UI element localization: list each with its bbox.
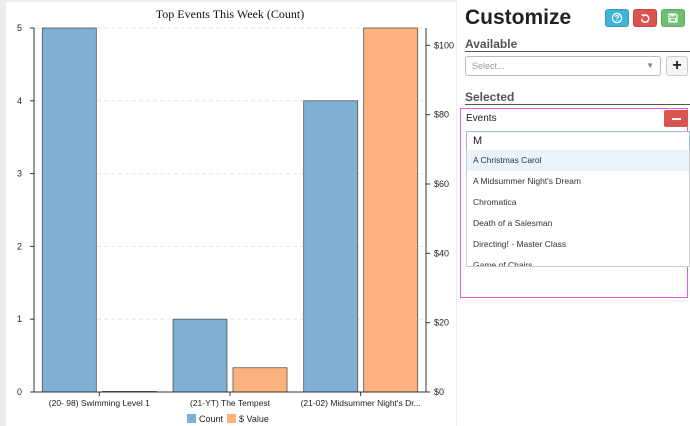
chevron-down-icon: ▼ xyxy=(646,61,654,70)
left-axis-tick-label: 5 xyxy=(17,23,22,33)
chart-panel: Top Events This Week (Count) 0 1 2 3 4 5 $0 $20… xyxy=(6,2,456,426)
x-axis-tick-label: (21-YT) The Tempest xyxy=(190,398,271,408)
bar-count[interactable] xyxy=(172,318,228,393)
add-button[interactable]: + xyxy=(666,56,688,76)
reset-button[interactable] xyxy=(633,9,657,27)
plus-icon: + xyxy=(672,57,682,74)
minus-icon xyxy=(671,117,681,120)
right-axis-tick-label: $20 xyxy=(434,318,449,328)
selected-label: Selected xyxy=(465,90,515,104)
legend-swatch xyxy=(227,414,236,423)
right-axis-tick-label: $0 xyxy=(434,387,444,397)
event-options-dropdown[interactable]: A Christmas Carol A Midsummer Night's Dre… xyxy=(466,150,690,267)
legend-label: $ Value xyxy=(239,414,269,424)
dropdown-option[interactable]: Game of Chairs xyxy=(473,260,533,267)
bar-count[interactable] xyxy=(41,27,97,393)
available-select[interactable]: Select... ▼ xyxy=(465,56,661,76)
left-axis-tick-label: 2 xyxy=(17,241,22,251)
left-axis-tick-label: 3 xyxy=(17,169,22,179)
right-axis-tick-label: $60 xyxy=(434,179,449,189)
bar-value[interactable] xyxy=(363,27,419,393)
selected-divider xyxy=(465,104,690,105)
left-axis-tick-label: 0 xyxy=(17,387,22,397)
floppy-disk-icon xyxy=(668,13,678,23)
events-label: Events xyxy=(466,113,497,124)
legend-label: Count xyxy=(199,414,224,424)
left-axis-tick-label: 1 xyxy=(17,314,22,324)
right-axis-tick-label: $40 xyxy=(434,248,449,258)
select-placeholder: Select... xyxy=(472,61,505,71)
dropdown-option[interactable]: A Midsummer Night's Dream xyxy=(473,176,581,186)
dropdown-option[interactable]: Chromatica xyxy=(473,197,517,207)
event-search-input[interactable] xyxy=(466,131,690,151)
available-label: Available xyxy=(465,37,518,51)
chart-title: Top Events This Week (Count) xyxy=(156,7,304,21)
help-button[interactable] xyxy=(605,9,629,27)
customize-panel: Customize Available Select... ▼ + Select… xyxy=(457,0,690,426)
left-axis-tick-label: 4 xyxy=(17,96,22,106)
right-axis-tick-label: $100 xyxy=(434,40,454,50)
dropdown-option[interactable]: A Christmas Carol xyxy=(467,150,689,171)
customize-title: Customize xyxy=(465,6,572,29)
legend-swatch xyxy=(187,414,196,423)
x-axis-tick-label: (20- 98) Swimming Level 1 xyxy=(49,398,150,408)
available-divider xyxy=(465,51,690,52)
save-button[interactable] xyxy=(661,9,685,27)
undo-icon xyxy=(640,14,650,23)
bar-value[interactable] xyxy=(232,367,288,393)
bar-count[interactable] xyxy=(303,100,359,393)
x-axis-tick-label: (21-02) Midsummer Night's Dr... xyxy=(301,398,421,408)
dropdown-option[interactable]: Death of a Salesman xyxy=(473,218,553,228)
question-circle-icon xyxy=(611,12,623,24)
bar-chart: Top Events This Week (Count) 0 1 2 3 4 5 $0 $20… xyxy=(17,7,454,424)
dropdown-option[interactable]: Directing! - Master Class xyxy=(473,239,567,249)
remove-events-button[interactable] xyxy=(664,110,688,127)
selected-events-group: Events A Christmas Carol A Midsummer Nigh… xyxy=(460,108,690,298)
right-axis-tick-label: $80 xyxy=(434,110,449,120)
